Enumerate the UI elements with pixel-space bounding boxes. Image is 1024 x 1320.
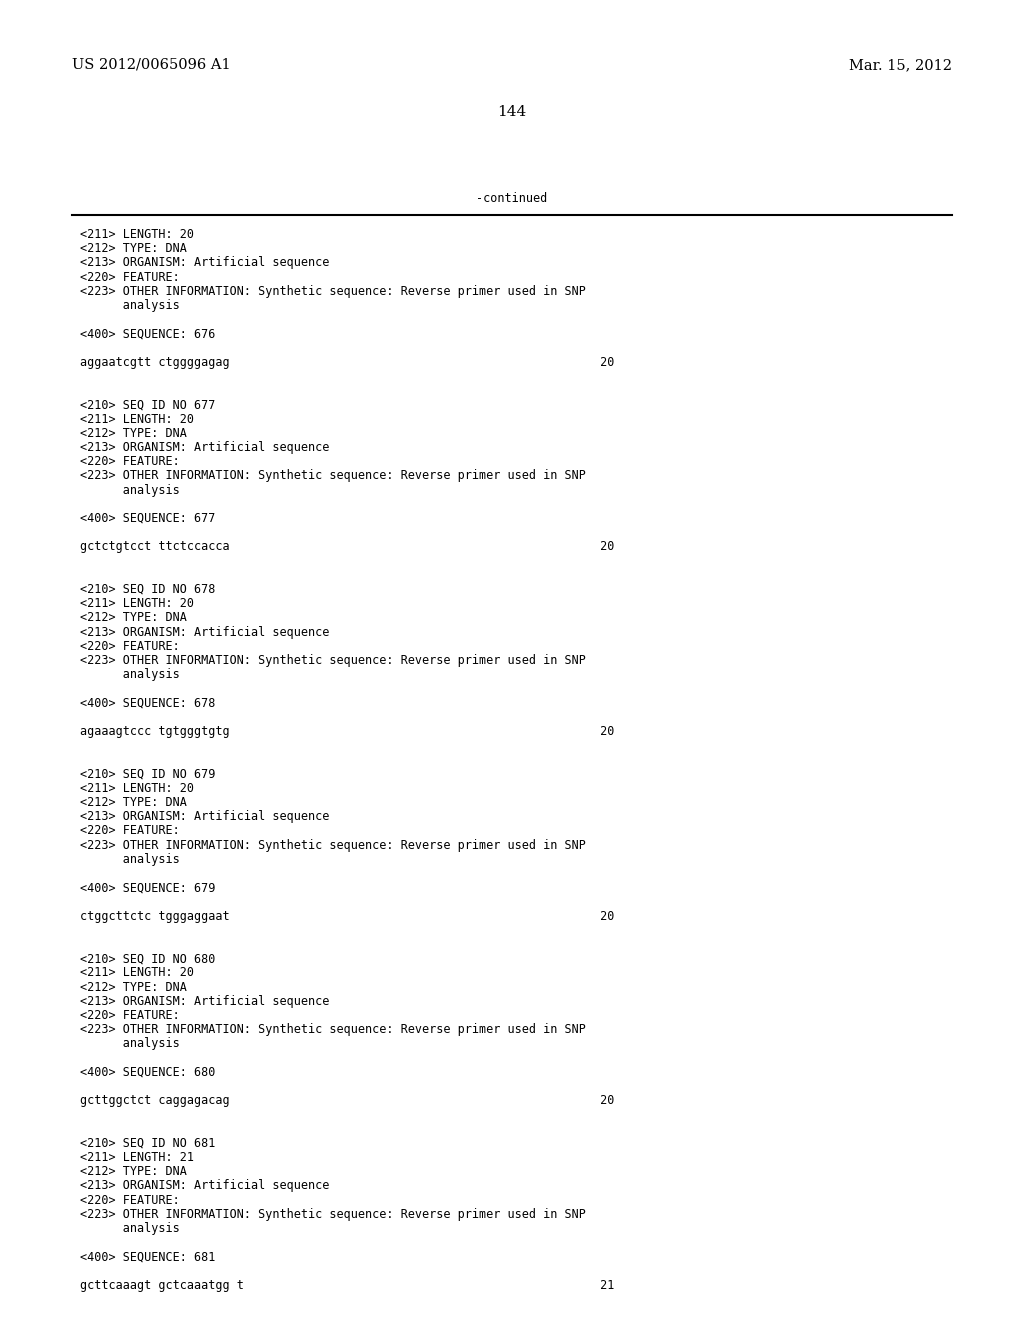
- Text: analysis: analysis: [80, 853, 180, 866]
- Text: <213> ORGANISM: Artificial sequence: <213> ORGANISM: Artificial sequence: [80, 1179, 330, 1192]
- Text: analysis: analysis: [80, 483, 180, 496]
- Text: agaaagtccc tgtgggtgtg                                                    20: agaaagtccc tgtgggtgtg 20: [80, 725, 614, 738]
- Text: analysis: analysis: [80, 1222, 180, 1236]
- Text: <211> LENGTH: 20: <211> LENGTH: 20: [80, 228, 194, 242]
- Text: <211> LENGTH: 20: <211> LENGTH: 20: [80, 966, 194, 979]
- Text: aggaatcgtt ctggggagag                                                    20: aggaatcgtt ctggggagag 20: [80, 356, 614, 368]
- Text: US 2012/0065096 A1: US 2012/0065096 A1: [72, 58, 230, 73]
- Text: <212> TYPE: DNA: <212> TYPE: DNA: [80, 242, 186, 255]
- Text: -continued: -continued: [476, 191, 548, 205]
- Text: <211> LENGTH: 20: <211> LENGTH: 20: [80, 781, 194, 795]
- Text: <400> SEQUENCE: 678: <400> SEQUENCE: 678: [80, 697, 215, 710]
- Text: Mar. 15, 2012: Mar. 15, 2012: [849, 58, 952, 73]
- Text: <220> FEATURE:: <220> FEATURE:: [80, 271, 180, 284]
- Text: <223> OTHER INFORMATION: Synthetic sequence: Reverse primer used in SNP: <223> OTHER INFORMATION: Synthetic seque…: [80, 653, 586, 667]
- Text: gcttcaaagt gctcaaatgg t                                                  21: gcttcaaagt gctcaaatgg t 21: [80, 1279, 614, 1292]
- Text: <220> FEATURE:: <220> FEATURE:: [80, 1193, 180, 1206]
- Text: analysis: analysis: [80, 300, 180, 312]
- Text: <220> FEATURE:: <220> FEATURE:: [80, 640, 180, 653]
- Text: <223> OTHER INFORMATION: Synthetic sequence: Reverse primer used in SNP: <223> OTHER INFORMATION: Synthetic seque…: [80, 838, 586, 851]
- Text: <211> LENGTH: 20: <211> LENGTH: 20: [80, 597, 194, 610]
- Text: <400> SEQUENCE: 677: <400> SEQUENCE: 677: [80, 512, 215, 525]
- Text: <210> SEQ ID NO 678: <210> SEQ ID NO 678: [80, 583, 215, 597]
- Text: <400> SEQUENCE: 681: <400> SEQUENCE: 681: [80, 1250, 215, 1263]
- Text: analysis: analysis: [80, 668, 180, 681]
- Text: <212> TYPE: DNA: <212> TYPE: DNA: [80, 426, 186, 440]
- Text: analysis: analysis: [80, 1038, 180, 1051]
- Text: <223> OTHER INFORMATION: Synthetic sequence: Reverse primer used in SNP: <223> OTHER INFORMATION: Synthetic seque…: [80, 285, 586, 298]
- Text: <213> ORGANISM: Artificial sequence: <213> ORGANISM: Artificial sequence: [80, 810, 330, 824]
- Text: <213> ORGANISM: Artificial sequence: <213> ORGANISM: Artificial sequence: [80, 626, 330, 639]
- Text: <400> SEQUENCE: 676: <400> SEQUENCE: 676: [80, 327, 215, 341]
- Text: <210> SEQ ID NO 679: <210> SEQ ID NO 679: [80, 768, 215, 780]
- Text: <400> SEQUENCE: 680: <400> SEQUENCE: 680: [80, 1065, 215, 1078]
- Text: <210> SEQ ID NO 681: <210> SEQ ID NO 681: [80, 1137, 215, 1150]
- Text: <211> LENGTH: 20: <211> LENGTH: 20: [80, 413, 194, 425]
- Text: <210> SEQ ID NO 680: <210> SEQ ID NO 680: [80, 952, 215, 965]
- Text: gctctgtcct ttctccacca                                                    20: gctctgtcct ttctccacca 20: [80, 540, 614, 553]
- Text: <223> OTHER INFORMATION: Synthetic sequence: Reverse primer used in SNP: <223> OTHER INFORMATION: Synthetic seque…: [80, 470, 586, 482]
- Text: <220> FEATURE:: <220> FEATURE:: [80, 455, 180, 469]
- Text: 144: 144: [498, 106, 526, 119]
- Text: <212> TYPE: DNA: <212> TYPE: DNA: [80, 611, 186, 624]
- Text: <212> TYPE: DNA: <212> TYPE: DNA: [80, 981, 186, 994]
- Text: gcttggctct caggagacag                                                    20: gcttggctct caggagacag 20: [80, 1094, 614, 1107]
- Text: <213> ORGANISM: Artificial sequence: <213> ORGANISM: Artificial sequence: [80, 256, 330, 269]
- Text: <212> TYPE: DNA: <212> TYPE: DNA: [80, 1166, 186, 1179]
- Text: <211> LENGTH: 21: <211> LENGTH: 21: [80, 1151, 194, 1164]
- Text: <223> OTHER INFORMATION: Synthetic sequence: Reverse primer used in SNP: <223> OTHER INFORMATION: Synthetic seque…: [80, 1208, 586, 1221]
- Text: <213> ORGANISM: Artificial sequence: <213> ORGANISM: Artificial sequence: [80, 995, 330, 1007]
- Text: <220> FEATURE:: <220> FEATURE:: [80, 825, 180, 837]
- Text: <212> TYPE: DNA: <212> TYPE: DNA: [80, 796, 186, 809]
- Text: <210> SEQ ID NO 677: <210> SEQ ID NO 677: [80, 399, 215, 412]
- Text: ctggcttctc tgggaggaat                                                    20: ctggcttctc tgggaggaat 20: [80, 909, 614, 923]
- Text: <400> SEQUENCE: 679: <400> SEQUENCE: 679: [80, 882, 215, 894]
- Text: <213> ORGANISM: Artificial sequence: <213> ORGANISM: Artificial sequence: [80, 441, 330, 454]
- Text: <223> OTHER INFORMATION: Synthetic sequence: Reverse primer used in SNP: <223> OTHER INFORMATION: Synthetic seque…: [80, 1023, 586, 1036]
- Text: <220> FEATURE:: <220> FEATURE:: [80, 1008, 180, 1022]
